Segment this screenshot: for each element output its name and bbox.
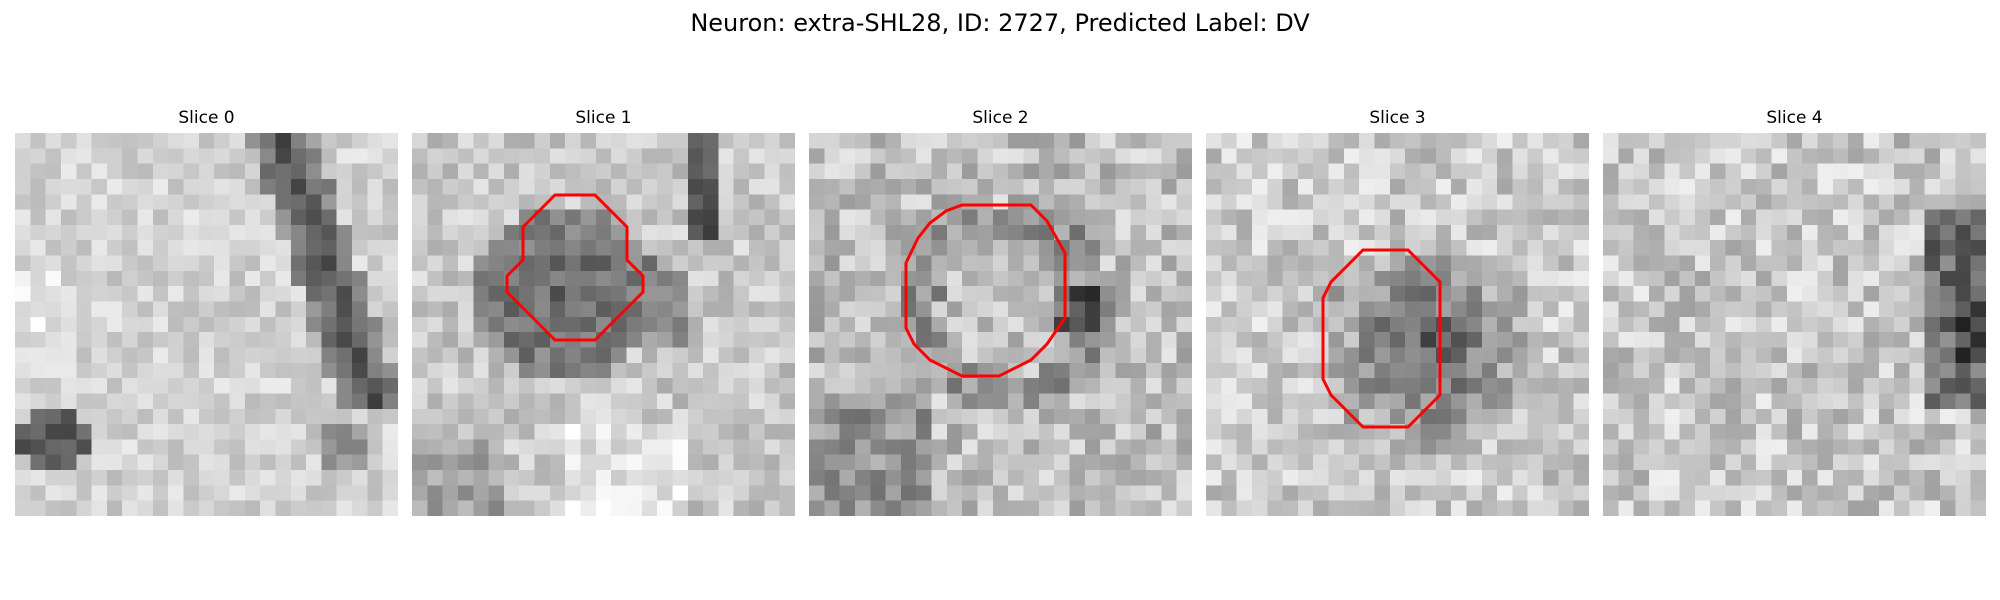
slice-image [1206, 133, 1589, 516]
slice-panel-0: Slice 0 [15, 108, 398, 516]
slice-title: Slice 4 [1766, 108, 1823, 128]
slice-panel-2: Slice 2 [809, 108, 1192, 516]
slice-panel-4: Slice 4 [1603, 108, 1986, 516]
slice-image [412, 133, 795, 516]
slice-title: Slice 0 [178, 108, 235, 128]
roi-contour [1321, 248, 1442, 429]
slice-title: Slice 1 [575, 108, 632, 128]
slice-image [15, 133, 398, 516]
slice-image [809, 133, 1192, 516]
figure-title: Neuron: extra-SHL28, ID: 2727, Predicted… [690, 9, 1310, 37]
slice-title: Slice 3 [1369, 108, 1426, 128]
slice-image [1603, 133, 1986, 516]
slice-panel-3: Slice 3 [1206, 108, 1589, 516]
slice-panel-1: Slice 1 [412, 108, 795, 516]
roi-contour [505, 193, 645, 342]
slice-title: Slice 2 [972, 108, 1029, 128]
roi-contour [904, 203, 1067, 378]
